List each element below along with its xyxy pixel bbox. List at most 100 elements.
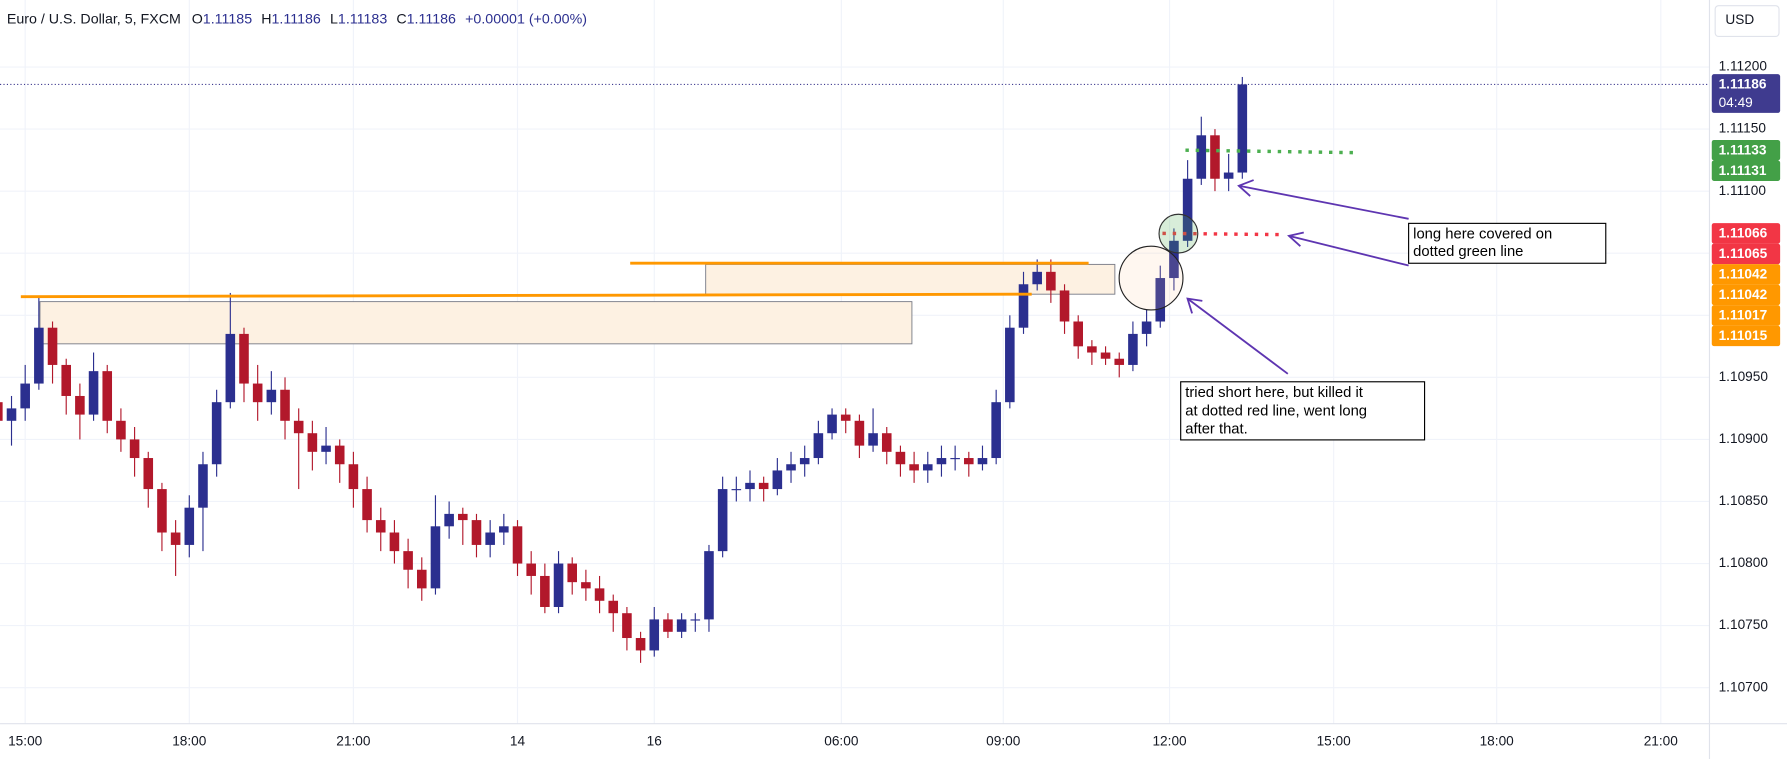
x-tick-label: 15:00 xyxy=(8,734,43,749)
y-tick-label: 1.10700 xyxy=(1719,679,1769,694)
note-text: at dotted red line, went long xyxy=(1185,403,1367,419)
circle-marker xyxy=(1118,245,1184,311)
change: +0.00001 (+0.00%) xyxy=(465,11,587,27)
note-text: after that. xyxy=(1185,422,1248,438)
candle-body xyxy=(239,333,249,384)
candle-body xyxy=(1169,240,1179,279)
y-tick-label: 1.10800 xyxy=(1719,555,1769,570)
candle-body xyxy=(157,489,167,533)
price-axis xyxy=(1709,0,1787,759)
candle-body xyxy=(280,389,290,421)
candle-body xyxy=(731,489,742,491)
x-tick-label: 14 xyxy=(510,734,526,749)
note: long here covered on dotted green line xyxy=(1408,222,1607,264)
arrow-head xyxy=(1287,231,1304,247)
x-tick-label: 15:00 xyxy=(1317,734,1352,749)
candle-body xyxy=(895,451,906,465)
candle-body xyxy=(430,526,441,589)
candle-body xyxy=(950,458,960,460)
candle-body xyxy=(307,433,318,452)
ohlc-value: 1.11186 xyxy=(407,11,456,27)
candle-body xyxy=(1210,135,1220,179)
candle-body xyxy=(704,551,714,620)
candle-body xyxy=(375,520,386,533)
candle-body xyxy=(61,364,71,396)
note-box xyxy=(1180,381,1426,441)
price-tag xyxy=(1711,325,1781,347)
candle-body xyxy=(690,619,701,621)
arrow-head xyxy=(1186,297,1203,314)
candle-body xyxy=(512,526,523,564)
arrow xyxy=(1186,297,1289,375)
y-tick-label: 1.11200 xyxy=(1719,59,1768,74)
currency-button[interactable] xyxy=(1714,5,1780,38)
candle-body xyxy=(1196,135,1207,179)
candle-body xyxy=(403,551,413,570)
candle-body xyxy=(1005,327,1015,403)
candle-body xyxy=(977,458,988,465)
candle-body xyxy=(47,327,58,365)
candle-body xyxy=(799,458,810,465)
candle-body xyxy=(964,458,974,465)
note-text: dotted green line xyxy=(1413,244,1523,260)
candle-body xyxy=(485,532,495,545)
candle-body xyxy=(772,470,783,490)
candle-body xyxy=(786,464,796,471)
x-tick-label: 18:00 xyxy=(1480,734,1515,749)
y-tick-label: 1.10950 xyxy=(1719,369,1769,384)
ohlc-value: 1.11185 xyxy=(203,11,252,27)
ohlc-label: H xyxy=(261,11,271,27)
candle-body xyxy=(184,507,195,545)
candle-body xyxy=(225,333,236,403)
ohlc-label: C xyxy=(396,11,406,27)
drawn-line xyxy=(1185,148,1357,155)
y-tick-label: 1.10750 xyxy=(1719,617,1769,632)
price-tag xyxy=(1711,264,1781,285)
candle-body xyxy=(1128,333,1138,365)
x-tick-label: 12:00 xyxy=(1152,734,1187,749)
candle-body xyxy=(567,563,577,583)
candle-body xyxy=(293,420,304,434)
candle-body xyxy=(676,619,687,632)
x-tick-label: 06:00 xyxy=(824,734,859,749)
candle-body xyxy=(922,464,933,471)
currency[interactable]: USD xyxy=(1725,12,1754,27)
candle-body xyxy=(840,414,851,421)
candle-body xyxy=(1073,321,1083,347)
candle-body xyxy=(622,613,632,639)
candle-body xyxy=(1114,358,1125,365)
note-text: long here covered on xyxy=(1413,227,1552,243)
candle-body xyxy=(909,464,919,471)
price-tag-label: 1.11133 xyxy=(1719,142,1767,157)
price-tag xyxy=(1711,243,1781,265)
ohlc-value: 1.11183 xyxy=(338,11,387,27)
candle-body xyxy=(1237,84,1248,173)
candle-body xyxy=(1223,172,1234,179)
arrow-head xyxy=(1237,179,1254,197)
price-tag-label: 1.11131 xyxy=(1719,163,1767,178)
candle-body xyxy=(553,563,564,607)
candle-body xyxy=(594,588,605,601)
price-tag-label: 1.11066 xyxy=(1719,226,1768,241)
candle-body xyxy=(34,327,44,384)
candle-body xyxy=(1032,271,1042,285)
overlay-lines xyxy=(0,83,1710,299)
candle-body xyxy=(1059,290,1070,322)
price-tag-label: 1.11017 xyxy=(1719,308,1768,323)
zone-box xyxy=(39,301,913,345)
candle-body xyxy=(717,489,728,552)
price-tag-label: 1.11186 xyxy=(1719,77,1767,92)
candle-body xyxy=(321,445,331,452)
candle-body xyxy=(252,383,263,403)
x-tick-label: 09:00 xyxy=(986,734,1021,749)
time-axis xyxy=(0,723,1787,759)
candle-body xyxy=(334,445,345,465)
candle-body xyxy=(458,513,468,521)
candle-body xyxy=(1141,321,1152,334)
candle-body xyxy=(1100,352,1111,359)
ohlc: O1.11185 H1.11186 L1.11183 C1.11186 +0.00001… xyxy=(192,11,587,27)
y-tick-label: 1.10900 xyxy=(1719,431,1769,446)
candle-body xyxy=(526,563,536,576)
